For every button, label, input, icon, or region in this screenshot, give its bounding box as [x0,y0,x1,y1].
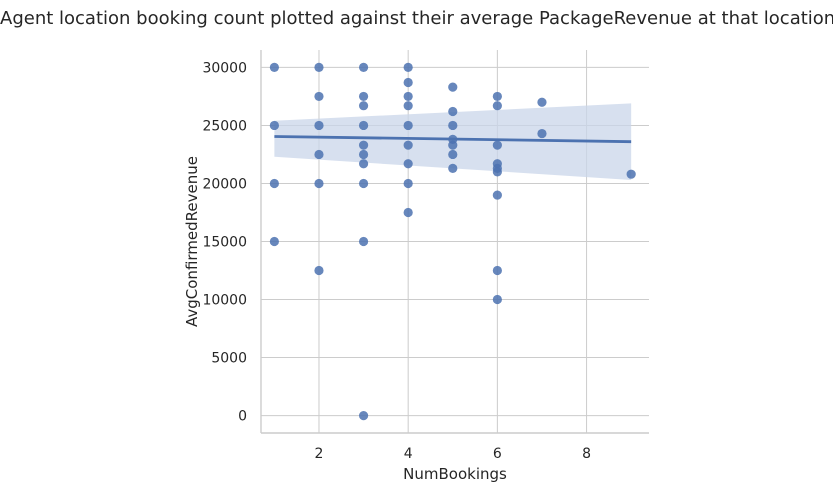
data-point [358,120,369,131]
data-point [448,82,458,92]
x-tick-label: 4 [404,446,413,462]
data-point [492,190,502,200]
regression-line-group [274,135,632,144]
data-point [537,97,547,107]
data-point [358,410,369,421]
data-point [448,106,458,117]
data-point [492,140,502,150]
data-point [492,265,502,276]
x-tick-label: 6 [493,446,502,462]
axes-lines [260,50,649,434]
data-point [314,62,324,73]
data-point [492,91,502,102]
data-point [314,120,324,131]
data-point [314,91,324,102]
data-point [403,120,413,131]
y-tick-label: 30000 [202,60,247,76]
y-tick-label: 10000 [202,293,247,309]
data-point [492,294,502,305]
data-point [403,101,413,111]
y-tick-label: 5000 [211,351,247,367]
data-point [403,91,413,102]
data-point [358,178,369,189]
data-point [492,167,502,177]
y-tick-label: 15000 [202,235,247,251]
data-point [314,265,324,276]
data-point [448,140,458,150]
y-tick-label: 0 [238,409,247,425]
x-tick-label: 8 [582,446,591,462]
data-point [358,101,369,111]
data-point [448,149,458,160]
data-point [403,159,413,169]
data-point [358,149,369,160]
data-point [492,101,502,111]
data-point [269,236,279,247]
data-point [403,77,413,88]
y-tick-labels: 0 5000 10000 15000 20000 25000 30000 [202,60,247,424]
data-point [403,140,413,150]
data-point [403,207,413,218]
data-point [314,149,324,160]
chart-title: Agent location booking count plotted aga… [0,8,833,29]
data-point [358,140,369,150]
data-point [269,178,279,189]
x-tick-labels: 2 4 6 8 [315,446,592,462]
data-point [448,163,458,173]
data-point [314,178,324,189]
data-point [269,120,279,131]
y-tick-label: 20000 [202,176,247,192]
x-axis-label: NumBookings [403,465,507,483]
data-point [358,159,369,169]
data-point [537,128,547,139]
regression-line [274,135,632,144]
data-point [403,178,413,189]
data-point [403,62,413,73]
x-tick-label: 2 [315,446,324,462]
data-point [358,62,369,73]
data-point [269,62,279,73]
data-point [448,120,458,131]
y-tick-label: 25000 [202,118,247,134]
data-points [269,62,636,421]
data-point [358,236,369,247]
data-point [358,91,369,102]
y-axis-label: AvgConfirmedRevenue [183,156,201,327]
data-point [626,169,636,179]
